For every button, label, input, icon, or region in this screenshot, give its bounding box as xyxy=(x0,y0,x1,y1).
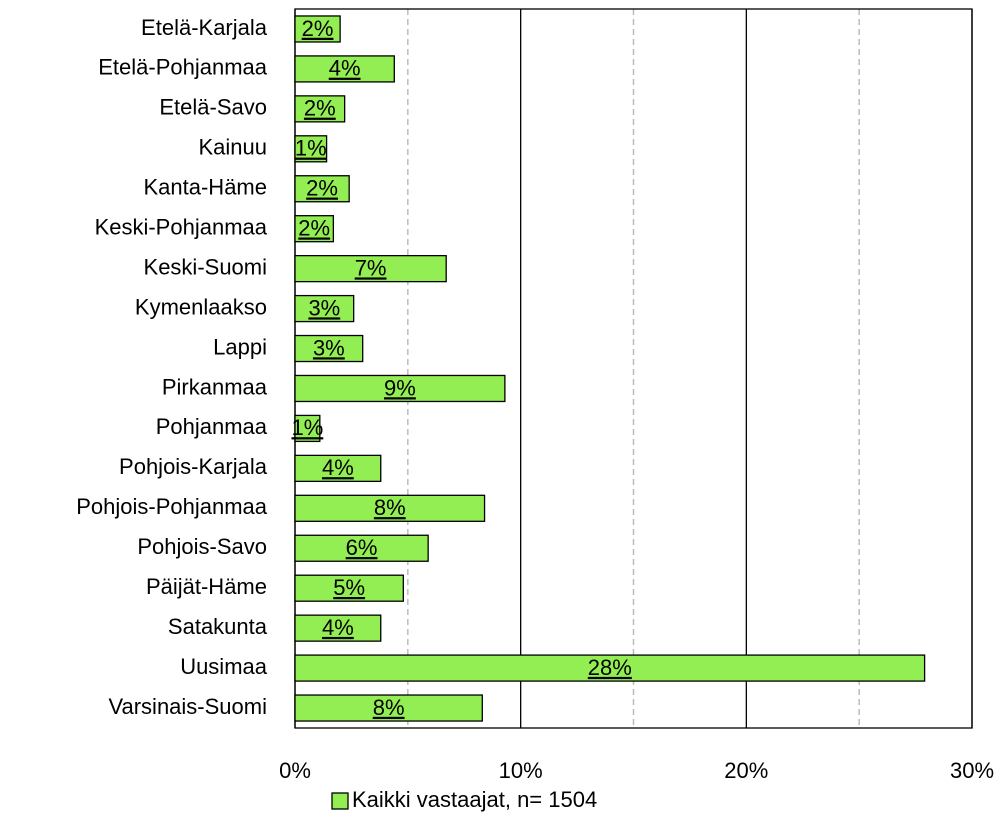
y-tick-label: Pohjanmaa xyxy=(156,414,268,439)
y-tick-label: Varsinais-Suomi xyxy=(108,694,267,719)
data-label: 1% xyxy=(292,415,324,440)
y-tick-label: Lappi xyxy=(213,334,267,359)
bar xyxy=(294,175,350,203)
data-label: 5% xyxy=(333,575,365,600)
legend-swatch xyxy=(331,792,349,810)
y-tick-label: Kainuu xyxy=(198,135,267,160)
y-tick-label: Keski-Pohjanmaa xyxy=(95,215,268,240)
bar xyxy=(294,694,483,722)
data-label: 2% xyxy=(302,16,334,41)
data-label: 4% xyxy=(322,615,354,640)
data-label: 2% xyxy=(298,216,330,241)
y-tick-label: Etelä-Pohjanmaa xyxy=(98,55,268,80)
y-tick-label: Keski-Suomi xyxy=(144,254,267,279)
legend-label: Kaikki vastaajat, n= 1504 xyxy=(352,787,597,812)
bar xyxy=(294,334,364,363)
x-tick-label: 30% xyxy=(950,758,994,783)
bar xyxy=(294,414,321,443)
data-label: 2% xyxy=(304,96,336,121)
bar xyxy=(294,254,447,283)
bar xyxy=(294,534,429,562)
data-label: 9% xyxy=(384,375,416,400)
y-tick-label: Päijät-Häme xyxy=(146,574,267,599)
y-tick-label: Etelä-Savo xyxy=(159,95,267,120)
bar xyxy=(294,494,486,522)
data-label: 7% xyxy=(355,255,387,280)
bar xyxy=(294,215,335,243)
bar xyxy=(294,135,328,163)
plot-frame xyxy=(294,8,973,729)
y-tick-label: Pohjois-Pohjanmaa xyxy=(76,494,268,519)
y-tick-label: Pohjois-Savo xyxy=(137,534,267,559)
y-tick-label: Satakunta xyxy=(168,614,268,639)
bar xyxy=(294,294,355,323)
data-label: 8% xyxy=(374,495,406,520)
data-label: 3% xyxy=(313,335,345,360)
bar xyxy=(294,574,404,602)
y-tick-label: Kanta-Häme xyxy=(143,175,267,200)
y-tick-label: Uusimaa xyxy=(180,654,268,679)
y-tick-label: Kymenlaakso xyxy=(135,294,267,319)
data-label: 4% xyxy=(329,56,361,81)
bar xyxy=(294,95,346,123)
data-label: 6% xyxy=(346,535,378,560)
x-tick-label: 20% xyxy=(724,758,768,783)
x-tick-label: 0% xyxy=(279,758,311,783)
bar xyxy=(294,614,382,642)
x-tick-label: 10% xyxy=(499,758,543,783)
y-tick-label: Pohjois-Karjala xyxy=(119,454,268,479)
data-label: 8% xyxy=(373,695,405,720)
data-label: 1% xyxy=(295,136,327,161)
data-label: 3% xyxy=(308,295,340,320)
data-label: 4% xyxy=(322,455,354,480)
data-label: 28% xyxy=(588,655,632,680)
data-label: 2% xyxy=(306,176,338,201)
bar xyxy=(294,15,341,43)
bar xyxy=(294,654,926,682)
bar xyxy=(294,55,395,83)
bar xyxy=(294,454,382,483)
y-tick-label: Pirkanmaa xyxy=(162,374,268,399)
bar xyxy=(294,374,506,403)
y-tick-label: Etelä-Karjala xyxy=(141,15,268,40)
